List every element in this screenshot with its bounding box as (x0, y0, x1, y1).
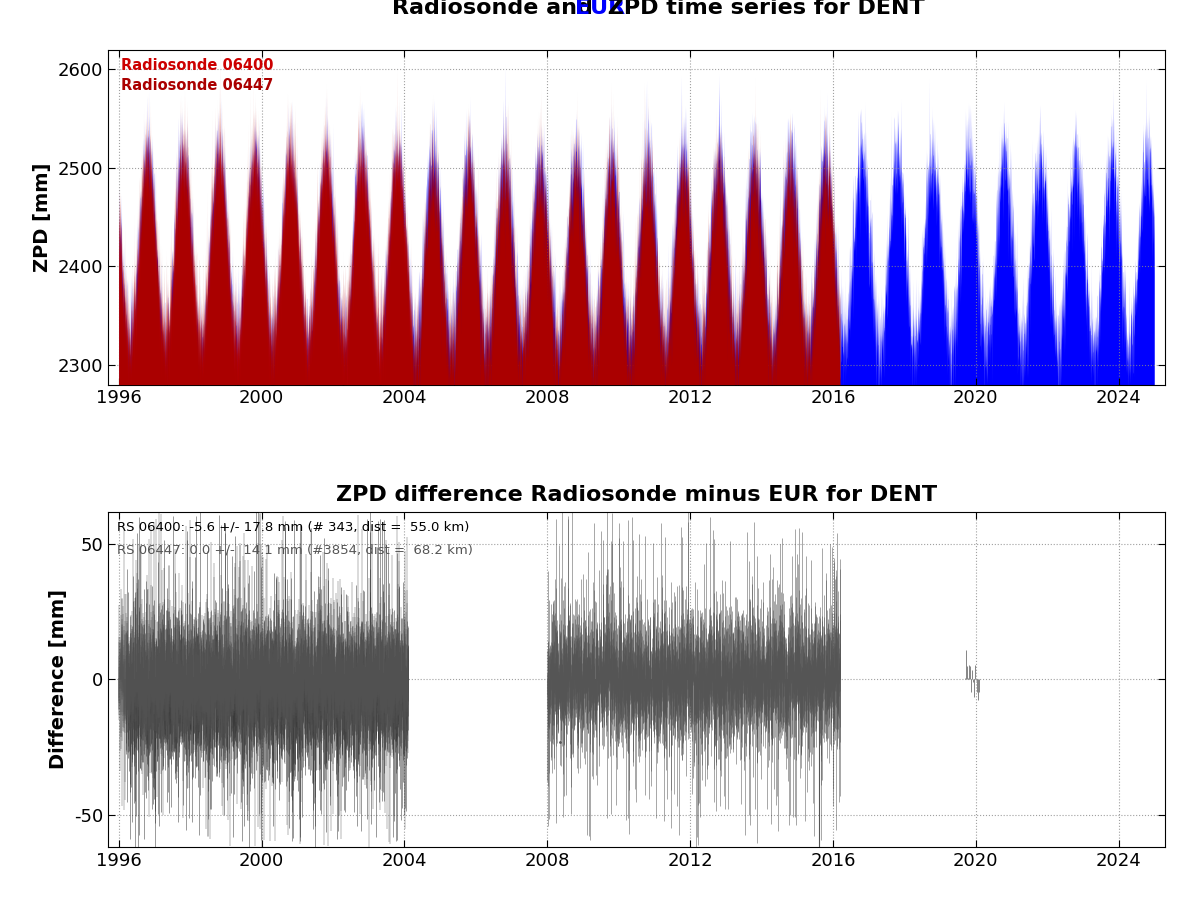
Text: Radiosonde and: Radiosonde and (392, 0, 600, 18)
Text: EUR: EUR (575, 0, 626, 18)
Text: ZPD time series for DENT: ZPD time series for DENT (600, 0, 925, 18)
Text: RS 06400: -5.6 +/- 17.8 mm (# 343, dist =  55.0 km): RS 06400: -5.6 +/- 17.8 mm (# 343, dist … (116, 520, 468, 533)
Text: Radiosonde 06400: Radiosonde 06400 (121, 58, 274, 73)
Text: Radiosonde 06447: Radiosonde 06447 (121, 77, 273, 93)
Y-axis label: Difference [mm]: Difference [mm] (49, 589, 68, 769)
Title: ZPD difference Radiosonde minus EUR for DENT: ZPD difference Radiosonde minus EUR for … (336, 485, 937, 505)
Y-axis label: ZPD [mm]: ZPD [mm] (34, 162, 52, 272)
Text: RS 06447: 0.0 +/-  14.1 mm (#3854, dist =  68.2 km): RS 06447: 0.0 +/- 14.1 mm (#3854, dist =… (116, 543, 472, 557)
